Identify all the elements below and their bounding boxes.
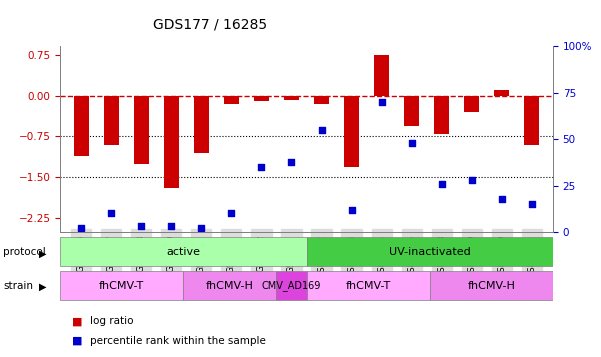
Text: fhCMV-T: fhCMV-T — [99, 281, 144, 291]
Point — [347, 207, 356, 213]
Bar — [524, 96, 539, 145]
Text: ▶: ▶ — [39, 282, 46, 292]
Bar — [374, 55, 389, 96]
Bar — [224, 96, 239, 104]
Text: CMV_AD169: CMV_AD169 — [261, 280, 321, 291]
Bar — [163, 96, 179, 188]
Point — [437, 181, 447, 187]
Bar — [344, 96, 359, 166]
Bar — [494, 90, 509, 96]
Bar — [74, 96, 89, 156]
Text: GDS177 / 16285: GDS177 / 16285 — [153, 18, 267, 32]
Bar — [104, 96, 118, 145]
Point — [467, 177, 477, 183]
Point — [287, 159, 296, 164]
FancyBboxPatch shape — [430, 271, 553, 300]
Bar — [194, 96, 209, 153]
Point — [136, 223, 146, 229]
FancyBboxPatch shape — [307, 237, 553, 266]
Point — [317, 127, 326, 133]
Text: strain: strain — [3, 281, 33, 291]
Bar — [133, 96, 149, 164]
Bar — [254, 96, 269, 101]
Bar — [284, 96, 299, 100]
Text: ■: ■ — [72, 336, 82, 346]
FancyBboxPatch shape — [307, 271, 430, 300]
Point — [227, 211, 236, 216]
Text: ■: ■ — [72, 316, 82, 326]
FancyBboxPatch shape — [276, 271, 307, 300]
Bar — [434, 96, 449, 134]
Text: protocol: protocol — [3, 247, 46, 257]
FancyBboxPatch shape — [183, 271, 276, 300]
Text: active: active — [166, 247, 200, 257]
Bar — [464, 96, 480, 112]
Bar — [404, 96, 419, 126]
Point — [527, 201, 537, 207]
Point — [106, 211, 116, 216]
Point — [166, 223, 176, 229]
Text: percentile rank within the sample: percentile rank within the sample — [90, 336, 266, 346]
Point — [407, 140, 416, 146]
Point — [76, 226, 86, 231]
Bar — [314, 96, 329, 104]
Text: UV-inactivated: UV-inactivated — [389, 247, 471, 257]
Point — [257, 164, 266, 170]
Text: fhCMV-T: fhCMV-T — [346, 281, 391, 291]
Text: ▶: ▶ — [39, 248, 46, 258]
Text: fhCMV-H: fhCMV-H — [468, 281, 515, 291]
FancyBboxPatch shape — [60, 237, 307, 266]
Text: fhCMV-H: fhCMV-H — [206, 281, 254, 291]
Point — [197, 226, 206, 231]
Point — [497, 196, 507, 201]
FancyBboxPatch shape — [60, 271, 183, 300]
Text: log ratio: log ratio — [90, 316, 133, 326]
Point — [377, 99, 386, 105]
